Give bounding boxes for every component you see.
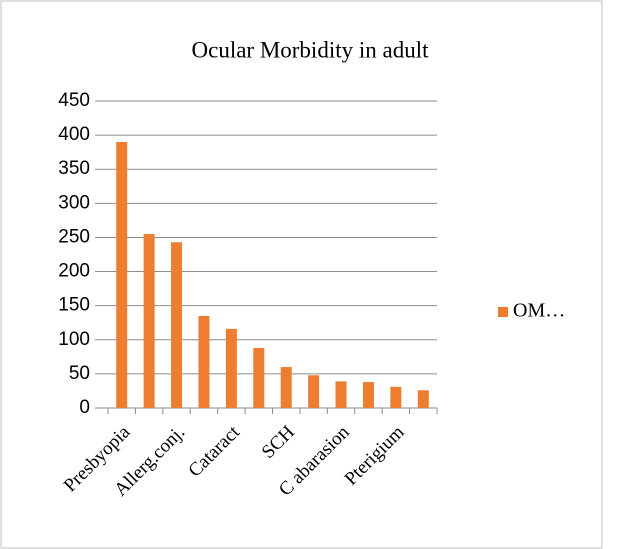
bar xyxy=(335,381,347,408)
chart-border xyxy=(0,0,603,549)
bar xyxy=(198,315,210,408)
bar xyxy=(280,367,292,408)
y-tick-label: 0 xyxy=(79,397,90,418)
bar xyxy=(116,141,128,408)
y-tick-label: 350 xyxy=(58,158,90,179)
bar xyxy=(417,390,429,408)
bar xyxy=(253,347,265,408)
y-tick-label: 100 xyxy=(58,329,90,350)
bar xyxy=(171,242,183,408)
y-tick-label: 300 xyxy=(58,192,90,213)
y-tick-label: 50 xyxy=(69,363,90,384)
bar xyxy=(362,382,374,408)
y-tick-label: 400 xyxy=(58,124,90,145)
y-tick-label: 200 xyxy=(58,261,90,282)
legend-swatch xyxy=(498,307,508,317)
y-tick-label: 450 xyxy=(58,90,90,111)
bar xyxy=(308,375,320,408)
bar xyxy=(143,234,155,408)
bar xyxy=(225,328,237,408)
y-tick-label: 250 xyxy=(58,226,90,247)
y-tick-label: 150 xyxy=(58,295,90,316)
chart-title: Ocular Morbidity in adult xyxy=(192,37,430,62)
legend-label: OM… xyxy=(513,300,565,322)
bar xyxy=(390,386,402,408)
